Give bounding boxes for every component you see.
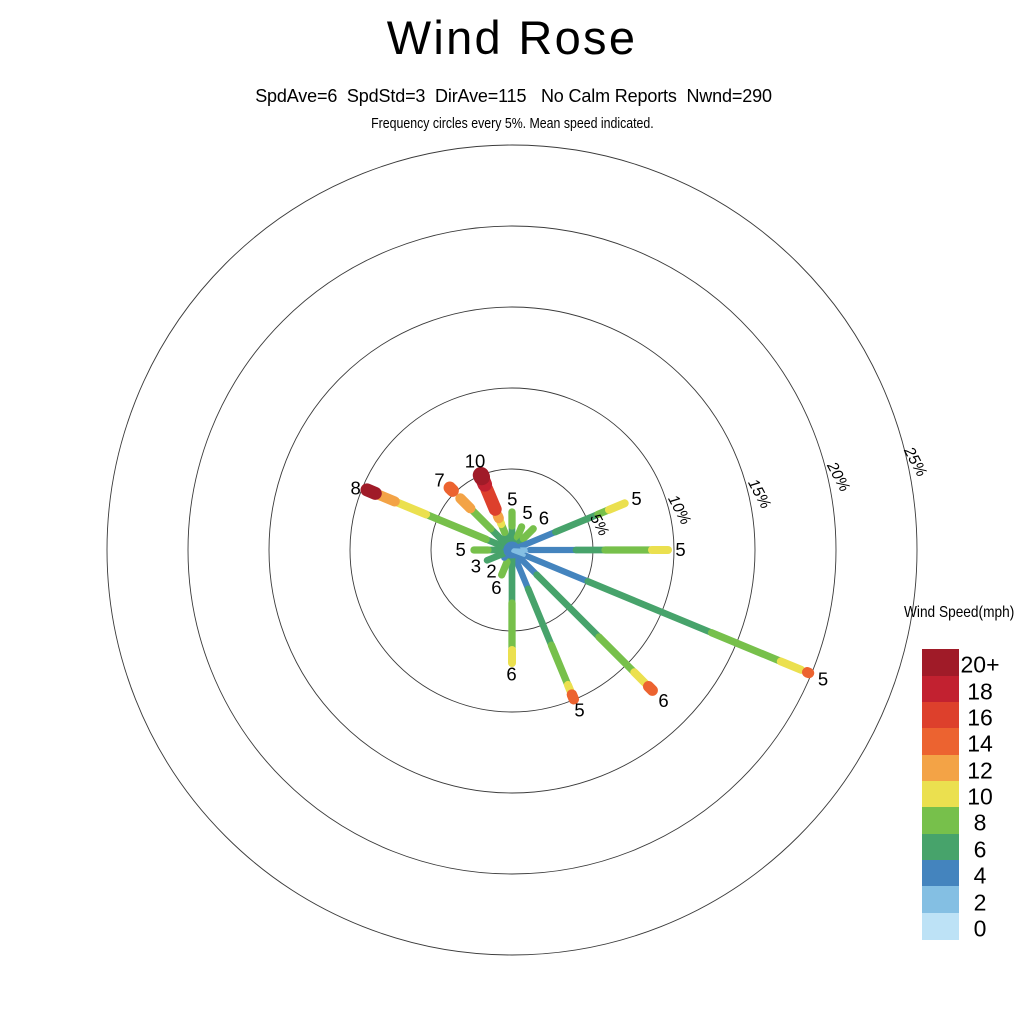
svg-text:7: 7 <box>434 470 444 491</box>
svg-text:8: 8 <box>350 477 360 498</box>
svg-text:5: 5 <box>675 539 685 560</box>
svg-text:5: 5 <box>507 488 517 509</box>
svg-text:5: 5 <box>818 669 828 690</box>
svg-text:5: 5 <box>456 539 466 560</box>
svg-text:5: 5 <box>574 700 584 721</box>
svg-text:5: 5 <box>522 502 532 523</box>
svg-text:10: 10 <box>465 451 486 472</box>
svg-text:2: 2 <box>486 561 496 582</box>
svg-text:5: 5 <box>631 488 641 509</box>
svg-text:6: 6 <box>658 690 668 711</box>
svg-text:3: 3 <box>471 556 481 577</box>
svg-text:6: 6 <box>506 664 516 685</box>
svg-text:6: 6 <box>539 507 549 528</box>
svg-text:6: 6 <box>491 577 501 598</box>
